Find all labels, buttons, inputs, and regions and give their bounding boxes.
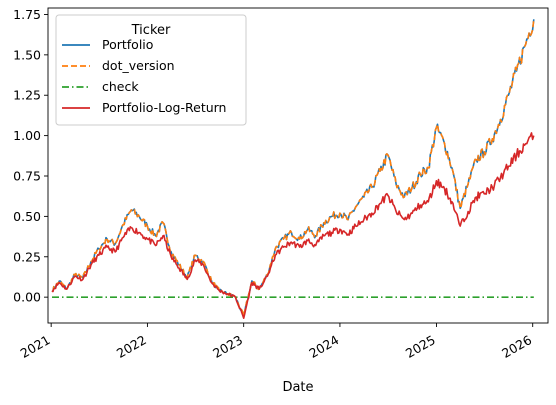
y-tick-label: 0.75	[13, 169, 41, 184]
legend: Ticker Portfoliodot_versioncheckPortfoli…	[55, 14, 247, 126]
legend-box	[55, 14, 247, 126]
y-tick-label: 1.00	[13, 128, 41, 143]
legend-entry-label: dot_version	[102, 58, 175, 73]
y-tick-label: 1.75	[13, 7, 41, 22]
series-layer	[51, 19, 535, 319]
legend-entry-label: Portfolio-Log-Return	[102, 100, 226, 115]
y-axis: 0.00 0.25 0.50 0.75 1.00 1.25 1.50 1.75	[13, 7, 48, 305]
legend-entry-label: Portfolio	[102, 37, 153, 52]
plot-frame	[47, 7, 549, 324]
y-tick-label: 0.00	[13, 290, 41, 305]
legend-entry-label: check	[102, 79, 139, 94]
y-tick-label: 1.25	[13, 88, 41, 103]
y-tick-label: 0.25	[13, 249, 41, 264]
y-tick-label: 0.50	[13, 209, 41, 224]
y-tick-label: 1.50	[13, 47, 41, 62]
legend-title: Ticker	[131, 23, 171, 38]
x-axis-label: Date	[282, 380, 313, 395]
series-line-dot-version	[51, 19, 535, 318]
series-line-portfolio-log-return	[51, 132, 535, 319]
